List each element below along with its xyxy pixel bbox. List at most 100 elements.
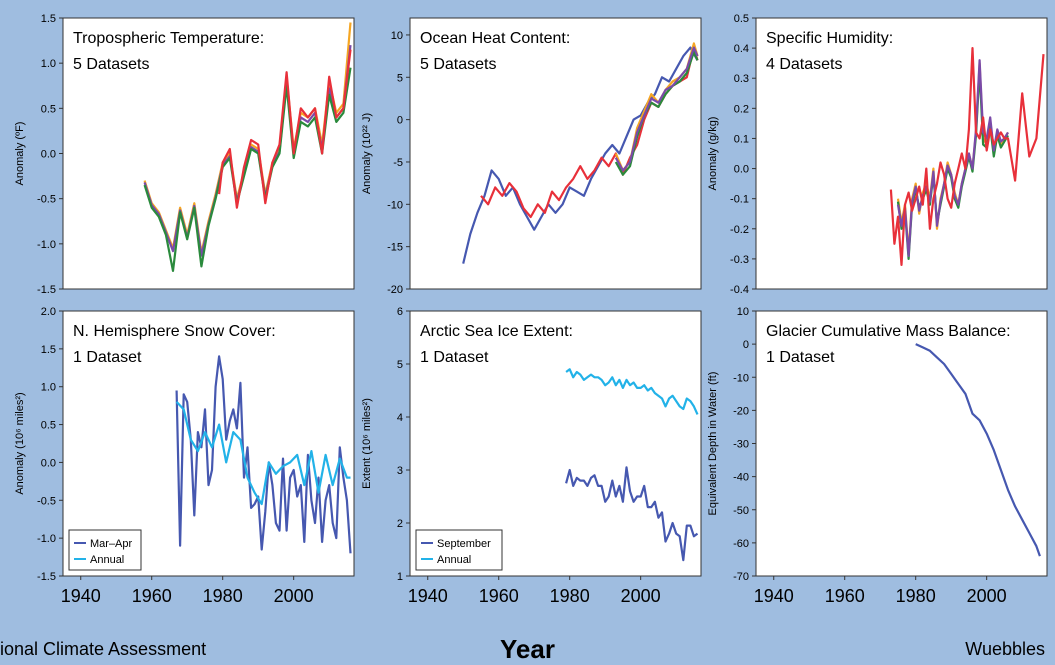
series-line-4 [614,50,699,176]
chart-subtitle: 1 Dataset [73,349,142,366]
y-axis-label: Anomaly (10²² J) [361,113,373,194]
y-tick-label: 5 [397,72,403,84]
chart-subtitle: 4 Datasets [766,56,842,73]
y-tick-label: -10 [733,372,749,384]
y-tick-label: -40 [733,472,749,484]
chart-subtitle: 5 Datasets [73,56,149,73]
y-tick-label: -1.0 [37,533,56,545]
plot-area [62,17,355,290]
y-tick-label: 0.0 [41,149,56,161]
legend-label: Mar–Apr [90,538,133,550]
chart-title: Glacier Cumulative Mass Balance: [766,323,1011,340]
x-tick-label: 2000 [967,586,1007,606]
y-tick-label: -20 [733,405,749,417]
x-tick-label: 1960 [825,586,865,606]
y-tick-label: 5 [397,359,403,371]
series-line-1 [565,466,699,562]
plot-area [409,17,702,290]
y-tick-label: -1.5 [37,284,56,296]
chart-panel-1: -1.5 -1.0 -0.5 0.0 0.5 1.0 1.5 Anomaly (ºF) Trop… [14,13,355,296]
y-tick-label: 0 [397,115,403,127]
y-tick-label: -1.5 [37,571,56,583]
x-tick-label: 1940 [408,586,448,606]
legend-label: Annual [90,554,124,566]
y-tick-label: 2 [397,518,403,530]
series-line-3 [896,59,1009,257]
chart-title: Specific Humidity: [766,30,893,47]
y-tick-label: -0.4 [730,284,749,296]
legend-label: Annual [437,554,471,566]
y-tick-label: 0.1 [734,133,749,145]
x-tick-label: 1960 [479,586,519,606]
series-line-2 [175,401,351,506]
x-tick-label: 1940 [61,586,101,606]
y-axis-label: Anomaly (10⁶ miles²) [14,392,26,494]
y-tick-label: -30 [733,439,749,451]
footer-right-text: Wuebbles [965,639,1045,659]
series-line-5 [614,46,699,172]
y-tick-label: -0.2 [730,224,749,236]
x-tick-label: 1940 [754,586,794,606]
y-tick-label: 0.5 [41,103,56,115]
y-axis-label: Equivalent Depth in Water (ft) [707,372,719,516]
legend-box [415,529,503,571]
chart-panel-3: -0.4 -0.3 -0.2 -0.1 0.0 0.1 0.2 0.3 0.4 0.5 Anomal… [707,13,1048,296]
y-axis-label: Extent (10⁶ miles²) [361,398,373,489]
chart-title: N. Hemisphere Snow Cover: [73,323,276,340]
chart-subtitle: 1 Dataset [766,349,835,366]
y-tick-label: 10 [391,30,403,42]
legend-box [68,529,142,571]
chart-title: Tropospheric Temperature: [73,30,264,47]
y-tick-label: -10 [387,199,403,211]
y-tick-label: 1.0 [41,58,56,70]
y-tick-label: -15 [387,242,403,254]
series-line-1 [175,355,352,554]
chart-panel-5: 1 2 3 4 5 6 1940 1960 1980 2000 Extent (10⁶ miles²… [361,306,702,606]
y-tick-label: 0.4 [734,43,749,55]
y-tick-label: 1.5 [41,344,56,356]
x-tick-label: 2000 [621,586,661,606]
y-axis-label: Anomaly (ºF) [14,122,26,186]
y-tick-label: 1 [397,571,403,583]
series-line-2 [565,368,699,415]
plot-area [755,310,1048,577]
y-tick-label: -0.1 [730,194,749,206]
series-line-3 [143,67,352,272]
y-tick-label: 1.5 [41,13,56,25]
y-tick-label: -0.3 [730,254,749,266]
chart-subtitle: 5 Datasets [420,56,496,73]
y-tick-label: 0.0 [41,457,56,469]
y-tick-label: 1.0 [41,382,56,394]
y-tick-label: -60 [733,538,749,550]
x-tick-label: 2000 [274,586,314,606]
series-line-4 [218,49,352,209]
series-line-4 [889,47,1045,266]
legend-label: September [437,538,491,550]
y-tick-label: -1.0 [37,239,56,251]
series-line-1 [915,343,1041,557]
chart-panel-6: -70 -60 -50 -40 -30 -20 -10 0 10 1940 1960 1980 2000… [707,306,1048,606]
y-tick-label: -0.5 [37,194,56,206]
y-tick-label: 0 [743,339,749,351]
y-tick-label: 6 [397,306,403,318]
y-tick-label: 0.3 [734,73,749,85]
x-tick-label: 1980 [896,586,936,606]
chart-panel-4: -1.5 -1.0 -0.5 0.0 0.5 1.0 1.5 2.0 1940 1960 1980 2… [14,306,355,606]
series-line-1 [462,46,699,264]
y-tick-label: 10 [737,306,749,318]
y-axis-label: Anomaly (g/kg) [707,117,719,191]
y-tick-label: -0.5 [37,495,56,507]
y-tick-label: 2.0 [41,306,56,318]
chart-subtitle: 1 Dataset [420,349,489,366]
chart-title: Arctic Sea Ice Extent: [420,323,573,340]
x-tick-label: 1980 [203,586,243,606]
y-tick-label: 3 [397,465,403,477]
footer-left-text: ional Climate Assessment [0,639,207,659]
y-tick-label: 0.2 [734,103,749,115]
chart-title: Ocean Heat Content: [420,30,570,47]
y-tick-label: 4 [397,412,403,424]
x-tick-label: 1980 [550,586,590,606]
y-tick-label: 0.5 [41,420,56,432]
y-tick-label: -50 [733,505,749,517]
